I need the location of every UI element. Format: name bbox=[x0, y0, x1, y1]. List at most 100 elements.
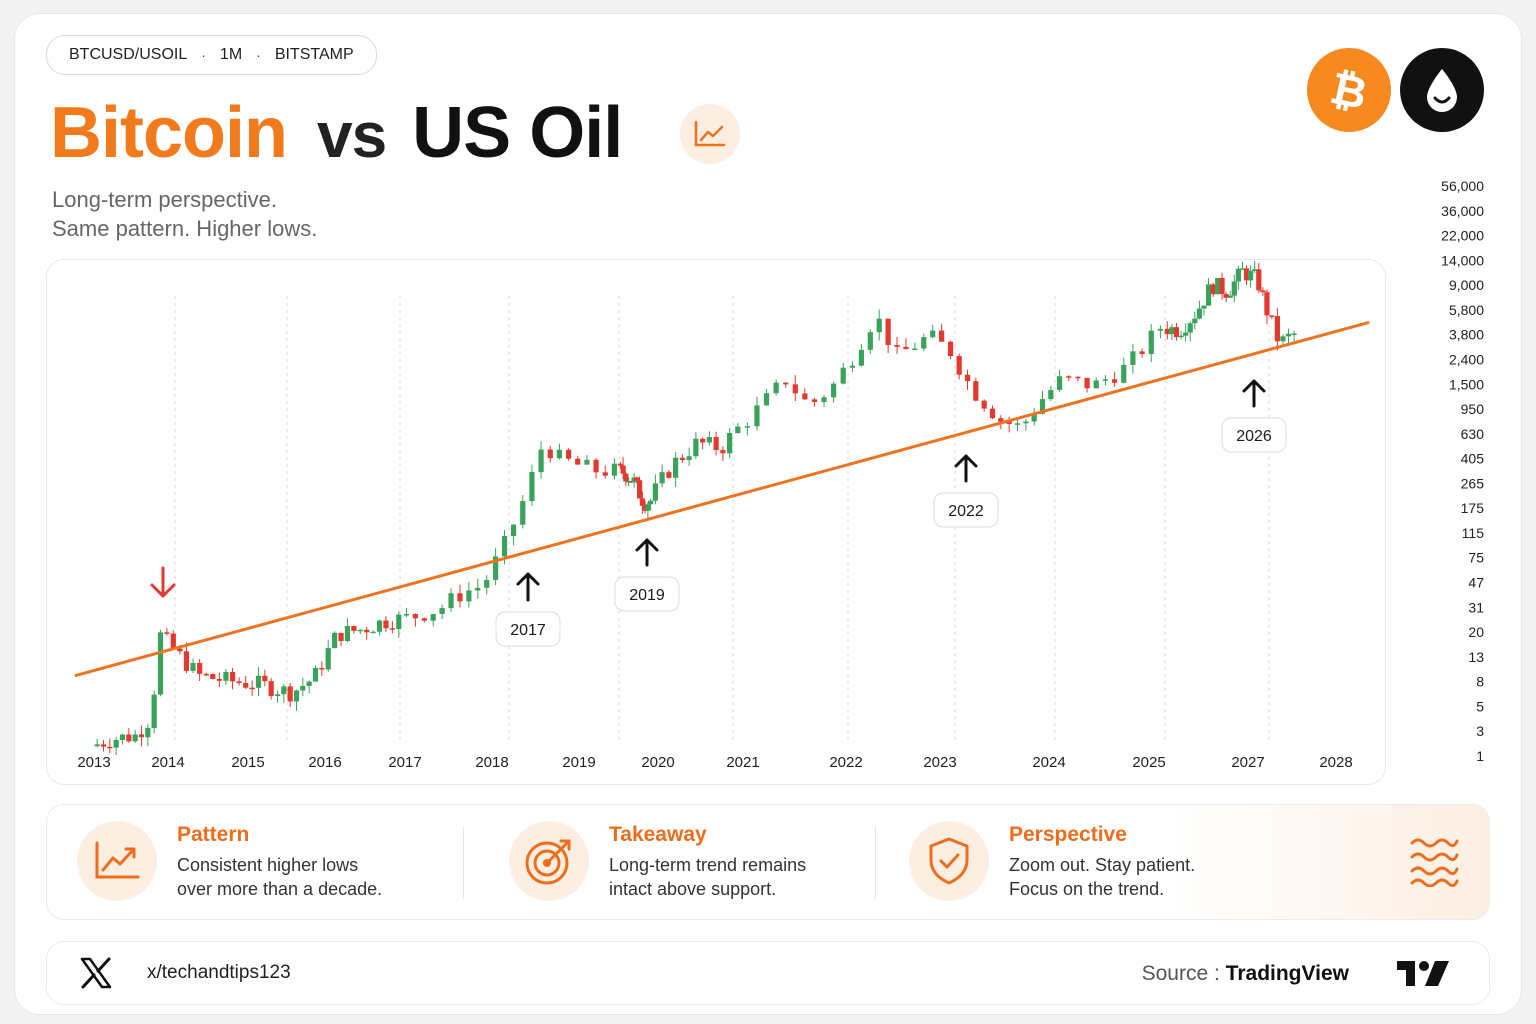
candle-up bbox=[821, 397, 827, 403]
candle-down bbox=[956, 356, 962, 375]
candle-up bbox=[867, 332, 873, 350]
candle-up bbox=[735, 426, 741, 433]
candle-down bbox=[1210, 284, 1216, 295]
candle-up bbox=[912, 348, 918, 351]
x-tick-label: 2027 bbox=[1231, 754, 1264, 771]
candle-down bbox=[412, 614, 418, 619]
y-tick-label: 2,400 bbox=[1449, 351, 1484, 367]
annotation-label: 2026 bbox=[1236, 428, 1272, 445]
candle-up bbox=[706, 437, 712, 443]
candle-up bbox=[1201, 305, 1207, 309]
info-pattern: Pattern Consistent higher lows over more… bbox=[77, 821, 382, 901]
candle-up bbox=[659, 472, 665, 484]
candle-up bbox=[151, 694, 157, 729]
arrow-up-icon bbox=[954, 454, 978, 483]
candle-up bbox=[325, 648, 331, 670]
chart-panel bbox=[46, 259, 1386, 785]
candle-up bbox=[1285, 333, 1292, 337]
candle-down bbox=[602, 472, 608, 476]
candle-up bbox=[274, 694, 281, 697]
arrow-up-icon bbox=[516, 572, 540, 602]
y-tick-label: 56,000 bbox=[1441, 178, 1484, 194]
annotation-badge bbox=[495, 611, 561, 647]
candle-down bbox=[421, 618, 427, 621]
candle-up bbox=[611, 463, 618, 476]
info-line: intact above support. bbox=[609, 879, 777, 899]
candle-up bbox=[312, 667, 319, 682]
x-tick-label: 2023 bbox=[923, 754, 956, 771]
y-tick-label: 47 bbox=[1468, 575, 1484, 591]
candle-up bbox=[840, 367, 846, 384]
candle-down bbox=[1269, 315, 1275, 317]
candle-up bbox=[332, 632, 338, 649]
info-title: Perspective bbox=[1009, 823, 1127, 846]
candle-up bbox=[1169, 327, 1175, 335]
candle-up bbox=[300, 686, 306, 691]
y-tick-label: 13 bbox=[1468, 649, 1484, 665]
candle-up bbox=[744, 426, 750, 428]
exchange-text: BITSTAMP bbox=[274, 46, 354, 63]
info-takeaway: Takeaway Long-term trend remains intact … bbox=[509, 821, 806, 901]
y-tick-label: 3,800 bbox=[1449, 327, 1484, 343]
candle-up bbox=[1227, 295, 1233, 298]
candle-down bbox=[998, 418, 1004, 422]
y-tick-label: 175 bbox=[1461, 500, 1485, 516]
y-tick-label: 115 bbox=[1462, 525, 1485, 541]
candle-up bbox=[1235, 268, 1241, 282]
info-line: Long-term trend remains bbox=[609, 855, 807, 875]
candle-up bbox=[1248, 270, 1254, 281]
candle-up bbox=[538, 449, 544, 473]
candle-up bbox=[510, 524, 517, 537]
candle-down bbox=[713, 437, 719, 450]
candle-up bbox=[631, 477, 637, 483]
y-tick-label: 5 bbox=[1476, 698, 1484, 714]
candle-up bbox=[1056, 376, 1063, 390]
interval-text: 1M bbox=[219, 46, 243, 63]
candle-up bbox=[403, 614, 410, 616]
tradingview-logo-icon[interactable] bbox=[1395, 958, 1451, 993]
candle-down bbox=[894, 344, 900, 347]
candle-down bbox=[138, 734, 145, 738]
candle-up bbox=[1130, 351, 1136, 365]
candle-up bbox=[1231, 281, 1237, 296]
y-tick-label: 630 bbox=[1461, 426, 1485, 442]
y-tick-label: 3 bbox=[1476, 723, 1484, 739]
candle-down bbox=[700, 438, 706, 443]
info-line: over more than a decade. bbox=[177, 879, 383, 899]
candle-up bbox=[501, 536, 508, 557]
source-name: TradingView bbox=[1225, 962, 1349, 985]
symbol-pill: BTCUSD/USOIL · 1M · BITSTAMP bbox=[46, 35, 377, 75]
candle-up bbox=[1239, 268, 1246, 270]
candle-up bbox=[1023, 421, 1029, 424]
x-tick-label: 2013 bbox=[77, 754, 110, 771]
annotation-badge bbox=[1221, 417, 1287, 453]
candle-up bbox=[396, 614, 402, 630]
y-tick-label: 1,500 bbox=[1449, 376, 1484, 392]
candle-down bbox=[1111, 379, 1118, 383]
candle-down bbox=[236, 681, 242, 683]
symbol-text: BTCUSD/USOIL bbox=[69, 46, 188, 63]
candle-down bbox=[1139, 351, 1145, 355]
title-bitcoin: Bitcoin bbox=[50, 93, 288, 173]
info-line: Zoom out. Stay patient. bbox=[1009, 855, 1196, 875]
x-logo-icon[interactable] bbox=[79, 956, 113, 995]
candle-down bbox=[565, 449, 572, 459]
candle-down bbox=[885, 318, 891, 345]
candle-up bbox=[858, 349, 864, 366]
candle-down bbox=[547, 449, 553, 459]
candle-up bbox=[145, 728, 151, 738]
social-handle[interactable]: x/techandtips123 bbox=[147, 962, 291, 983]
y-tick-label: 405 bbox=[1461, 451, 1485, 467]
source-text: Source : TradingView bbox=[1142, 962, 1349, 986]
candle-down bbox=[268, 681, 274, 697]
subtitle-line: Same pattern. Higher lows. bbox=[52, 216, 318, 241]
candle-up bbox=[529, 472, 535, 502]
candle-down bbox=[249, 687, 255, 690]
subtitle-line: Long-term perspective. bbox=[52, 187, 277, 212]
y-tick-label: 20 bbox=[1468, 624, 1484, 640]
candle-up bbox=[849, 365, 856, 368]
candle-down bbox=[989, 408, 996, 419]
annotation-badge bbox=[614, 576, 680, 612]
x-tick-label: 2022 bbox=[829, 754, 862, 771]
candle-up bbox=[584, 459, 590, 465]
